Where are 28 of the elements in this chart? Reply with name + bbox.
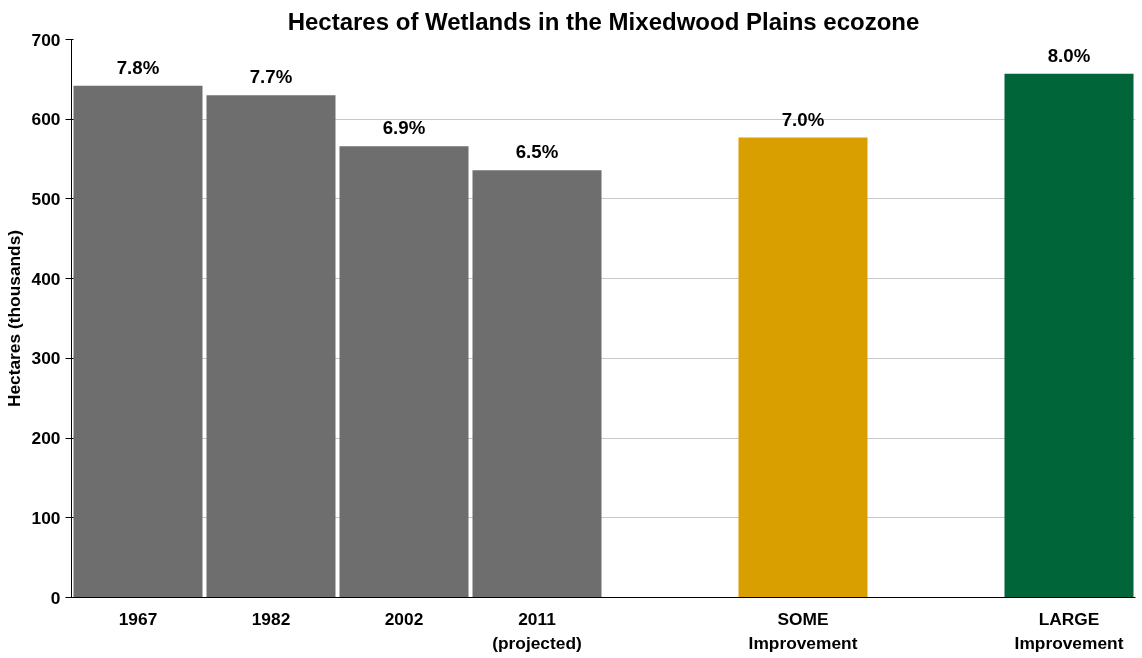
y-tick-label: 300 bbox=[31, 348, 61, 369]
y-tick-label: 0 bbox=[50, 587, 61, 608]
y-tick-label: 100 bbox=[31, 507, 61, 528]
y-tick-label: 500 bbox=[31, 188, 61, 209]
x-tick-label: 1982 bbox=[251, 608, 291, 629]
bar bbox=[1004, 73, 1134, 598]
annotation: 6.5% bbox=[515, 141, 559, 163]
annotation: 7.7% bbox=[249, 66, 293, 88]
y-tick-label: 600 bbox=[31, 109, 61, 130]
x-tick-label: 1967 bbox=[118, 608, 158, 629]
x-tick-label: 2011 (projected) bbox=[492, 608, 582, 653]
annotation: 6.9% bbox=[382, 117, 426, 139]
y-axis-title: Hectares (thousands) bbox=[3, 229, 24, 408]
annotation: 7.8% bbox=[116, 56, 160, 78]
bar bbox=[339, 146, 469, 598]
annotation: 7.0% bbox=[781, 108, 825, 130]
y-tick-label: 700 bbox=[31, 29, 61, 50]
bar bbox=[738, 137, 868, 598]
bar bbox=[206, 95, 336, 598]
chart-title: Hectares of Wetlands in the Mixedwood Plains ecozone bbox=[287, 7, 920, 35]
annotation: 8.0% bbox=[1047, 44, 1091, 66]
y-tick-label: 400 bbox=[31, 268, 61, 289]
y-tick-label: 200 bbox=[31, 428, 61, 449]
bar bbox=[73, 85, 203, 598]
x-tick-label: LARGE Improvement bbox=[1014, 608, 1124, 653]
bar bbox=[472, 170, 602, 598]
x-tick-label: SOME Improvement bbox=[748, 608, 858, 653]
x-tick-label: 2002 bbox=[384, 608, 424, 629]
